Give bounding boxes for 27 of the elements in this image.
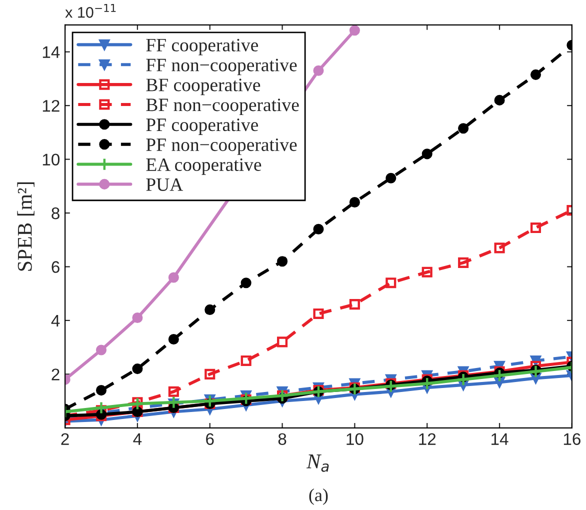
y-tick-label: 4 [51,315,60,326]
legend-label: PF non−cooperative [146,138,297,155]
y-tick-label: 8 [52,207,60,220]
legend-label: FF non−cooperative [146,58,297,76]
x-tick-label: 2 [61,433,69,445]
y-tick-label: 14 [42,46,60,58]
text: (a) [309,488,328,505]
legend-label: EA cooperative [146,158,262,175]
x-tick-label: 16 [564,433,580,445]
legend-label: PUA [146,178,184,191]
x-tick-label: 6 [206,433,214,445]
legend-label: BF cooperative [146,78,260,96]
legend-label: PF cooperative [146,118,258,135]
legend-label: FF cooperative [146,38,258,56]
x-tick-label: 8 [278,433,286,445]
x-tick-label: 12 [419,433,436,445]
text: x 10$^{−11}$ [65,4,116,18]
y-tick-label: 12 [42,100,60,112]
y-tick-label: 10 [42,154,60,166]
y-tick-label: 2 [52,368,60,380]
legend-label: BF non−cooperative [146,98,299,116]
x-tick-label: 4 [133,433,142,445]
x-axis-title: N$_{a}$ [306,454,329,472]
x-tick-label: 10 [346,433,364,445]
y-axis-title: SPEB [m²] [17,182,34,271]
x-tick-label: 14 [492,433,508,445]
y-tick-label: 6 [52,261,60,273]
